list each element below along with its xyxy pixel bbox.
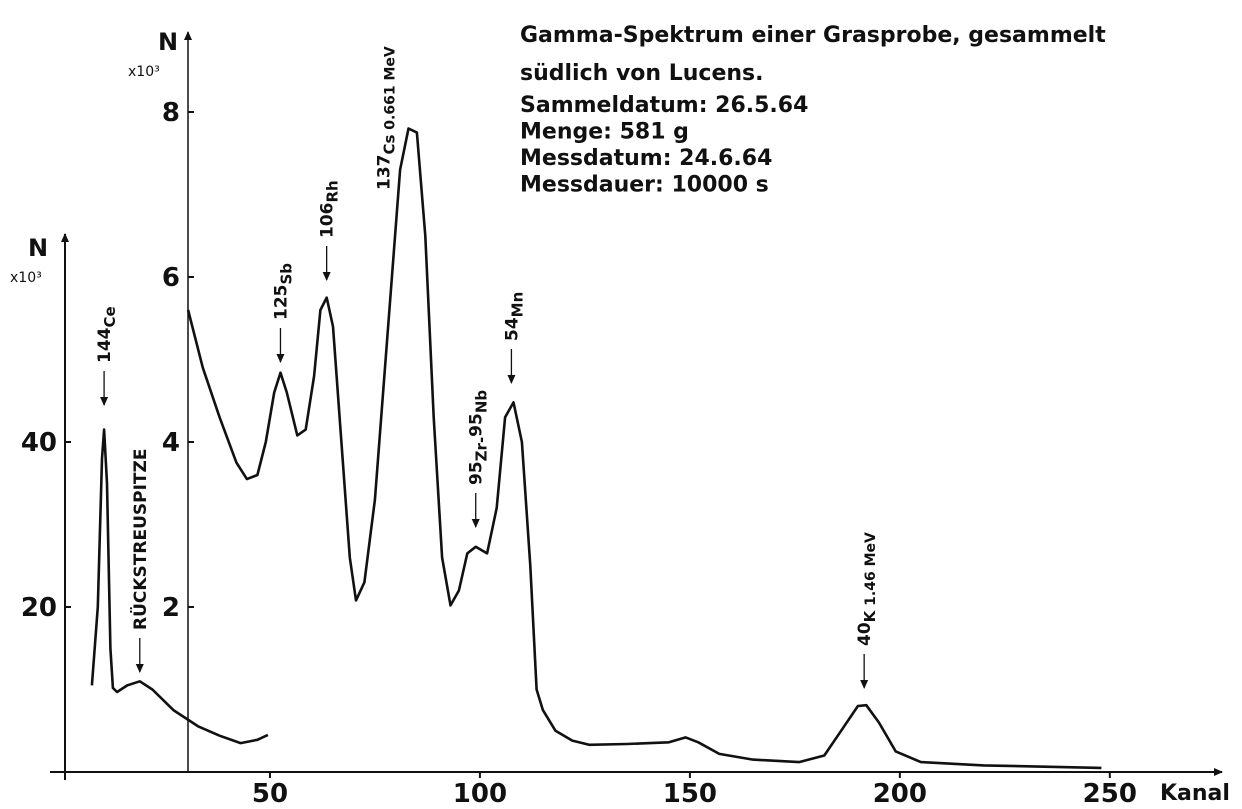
y-axis-unit: x10³ [10, 270, 42, 286]
annotation: 95Zr-95Nb [467, 390, 491, 485]
spectrum-line [186, 127, 1102, 770]
y2-axis-label: N [158, 28, 178, 56]
annotation: 125Sb [271, 263, 295, 320]
chart-subtitle: südlich von Lucens. [520, 61, 763, 86]
info-line: Sammeldatum: 26.5.64 [520, 93, 808, 118]
annotation-part: 95 [467, 461, 487, 485]
info-line: Messdatum: 24.6.64 [520, 146, 772, 171]
annotation-part: 1.46 MeV [863, 532, 879, 611]
annotation-part: RÜCKSTREUSPITZE [129, 449, 151, 630]
annotation-part: 54 [502, 317, 522, 341]
y2-tick-label: 4 [162, 428, 180, 458]
annotation: 137Cs 0.661 MeV [374, 46, 398, 190]
annotation-part: Rh [324, 180, 342, 202]
annotation: 106Rh [318, 180, 342, 238]
annotation: 54Mn [502, 292, 526, 341]
x-axis-label: Kanal [1160, 781, 1230, 806]
annotation-part: K [861, 609, 879, 622]
y2-tick-label: 8 [162, 98, 180, 128]
annotation-part: 137 [374, 155, 394, 191]
annotation-part: Nb [473, 390, 491, 414]
annotation-part: Zr- [473, 437, 491, 462]
x-tick-label: 150 [663, 779, 717, 809]
annotation-part: Sb [277, 263, 295, 285]
y-axis-label: N [28, 234, 48, 262]
info-line: Messdauer: 10000 s [520, 173, 769, 198]
x-tick-label: 200 [873, 779, 927, 809]
y-tick-label: 40 [21, 428, 57, 458]
x-tick-label: 50 [252, 779, 288, 809]
annotation-part: Ce [101, 306, 119, 327]
annotation-part: 106 [318, 203, 338, 239]
annotation-part: 0.661 MeV [382, 46, 398, 134]
spectrum-line [90, 428, 269, 745]
x-tick-label: 250 [1083, 779, 1137, 809]
annotation: 144Ce [95, 306, 119, 363]
y2-axis-unit: x10³ [128, 64, 160, 80]
annotation-part: 144 [95, 327, 115, 363]
chart-title: Gamma-Spektrum einer Grasprobe, gesammel… [520, 23, 1106, 48]
y-tick-label: 20 [21, 593, 57, 623]
annotation-part: 95 [467, 413, 487, 437]
annotation-part: Cs [380, 134, 398, 154]
annotation: RÜCKSTREUSPITZE [129, 449, 151, 630]
annotation: 40K 1.46 MeV [855, 532, 879, 646]
y2-tick-label: 2 [162, 593, 180, 623]
annotation-part: 125 [271, 285, 291, 321]
annotation-part: 40 [855, 622, 875, 646]
y2-tick-label: 6 [162, 263, 180, 293]
annotation-part: Mn [508, 292, 526, 318]
x-tick-label: 100 [453, 779, 507, 809]
info-line: Menge: 581 g [520, 120, 689, 145]
